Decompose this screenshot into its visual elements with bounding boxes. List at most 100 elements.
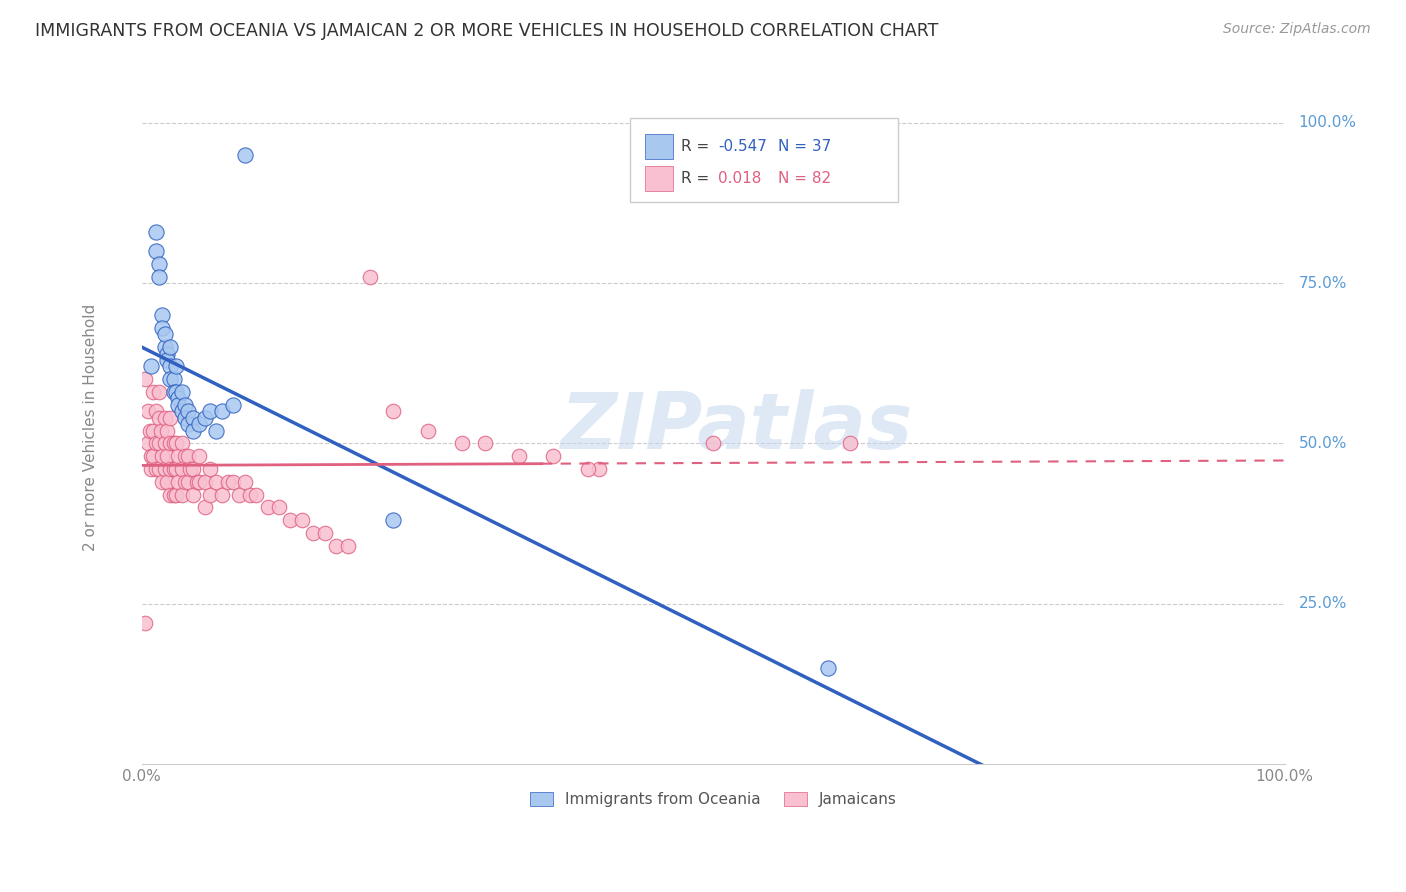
Point xyxy=(176,404,198,418)
Point xyxy=(156,346,179,360)
Point xyxy=(314,526,336,541)
Point xyxy=(239,488,262,502)
Text: 100.0%: 100.0% xyxy=(1299,115,1357,130)
Point xyxy=(145,244,167,258)
Point xyxy=(148,436,170,450)
Point xyxy=(145,225,167,239)
Point xyxy=(159,340,181,354)
Point xyxy=(170,385,193,400)
Point xyxy=(139,462,162,476)
Point xyxy=(291,513,314,527)
Point xyxy=(222,475,245,489)
Point xyxy=(152,475,174,489)
Point xyxy=(165,488,187,502)
Point xyxy=(188,449,211,463)
Point xyxy=(174,449,197,463)
Point xyxy=(136,436,159,450)
Point xyxy=(817,661,839,675)
Point xyxy=(508,449,530,463)
Point xyxy=(174,410,197,425)
Point xyxy=(156,424,179,438)
Point xyxy=(159,436,181,450)
Point xyxy=(148,269,170,284)
FancyBboxPatch shape xyxy=(645,134,673,160)
Point xyxy=(702,436,724,450)
Point xyxy=(179,462,201,476)
Point xyxy=(152,449,174,463)
Point xyxy=(543,449,565,463)
Point xyxy=(176,449,198,463)
Point xyxy=(165,385,187,400)
Point xyxy=(148,410,170,425)
Text: Source: ZipAtlas.com: Source: ZipAtlas.com xyxy=(1223,22,1371,37)
Point xyxy=(228,488,250,502)
Point xyxy=(233,148,256,162)
Text: 75.0%: 75.0% xyxy=(1299,276,1347,291)
Point xyxy=(233,475,256,489)
Point xyxy=(153,436,176,450)
Point xyxy=(148,462,170,476)
Point xyxy=(142,385,165,400)
Point xyxy=(139,359,162,374)
Point xyxy=(152,308,174,322)
Point xyxy=(156,475,179,489)
Point xyxy=(576,462,599,476)
Point xyxy=(153,410,176,425)
Point xyxy=(159,410,181,425)
Text: R =: R = xyxy=(682,139,714,154)
Point xyxy=(142,449,165,463)
Point xyxy=(153,327,176,342)
Point xyxy=(170,404,193,418)
Point xyxy=(153,462,176,476)
Point xyxy=(302,526,325,541)
Point xyxy=(181,424,204,438)
Point xyxy=(167,398,190,412)
Text: N = 82: N = 82 xyxy=(779,170,831,186)
Point xyxy=(167,475,190,489)
Point xyxy=(167,392,190,406)
Legend: Immigrants from Oceania, Jamaicans: Immigrants from Oceania, Jamaicans xyxy=(524,786,903,814)
Point xyxy=(325,539,347,553)
Point xyxy=(839,436,862,450)
Point xyxy=(205,424,228,438)
Point xyxy=(148,385,170,400)
Point xyxy=(194,500,217,515)
Point xyxy=(156,449,179,463)
Point xyxy=(163,462,186,476)
Point xyxy=(181,462,204,476)
Point xyxy=(200,462,222,476)
Text: IMMIGRANTS FROM OCEANIA VS JAMAICAN 2 OR MORE VEHICLES IN HOUSEHOLD CORRELATION : IMMIGRANTS FROM OCEANIA VS JAMAICAN 2 OR… xyxy=(35,22,939,40)
Point xyxy=(139,424,162,438)
Point xyxy=(217,475,239,489)
Point xyxy=(134,615,156,630)
Point xyxy=(159,488,181,502)
Point xyxy=(163,385,186,400)
Point xyxy=(188,475,211,489)
Point xyxy=(194,475,217,489)
Text: 50.0%: 50.0% xyxy=(1299,436,1347,450)
Point xyxy=(170,436,193,450)
Point xyxy=(142,424,165,438)
Point xyxy=(474,436,496,450)
Point xyxy=(139,449,162,463)
Point xyxy=(211,488,233,502)
Text: -0.547: -0.547 xyxy=(718,139,766,154)
Point xyxy=(188,417,211,431)
Point xyxy=(186,475,208,489)
Point xyxy=(136,404,159,418)
Point xyxy=(205,475,228,489)
Point xyxy=(163,436,186,450)
Point xyxy=(359,269,381,284)
Point xyxy=(181,488,204,502)
Point xyxy=(152,321,174,335)
Point xyxy=(200,488,222,502)
Point xyxy=(450,436,472,450)
Text: N = 37: N = 37 xyxy=(779,139,832,154)
Text: 0.018: 0.018 xyxy=(718,170,761,186)
Point xyxy=(165,359,187,374)
Point xyxy=(176,475,198,489)
Point xyxy=(134,372,156,386)
Point xyxy=(167,449,190,463)
Point xyxy=(165,436,187,450)
Point xyxy=(159,372,181,386)
